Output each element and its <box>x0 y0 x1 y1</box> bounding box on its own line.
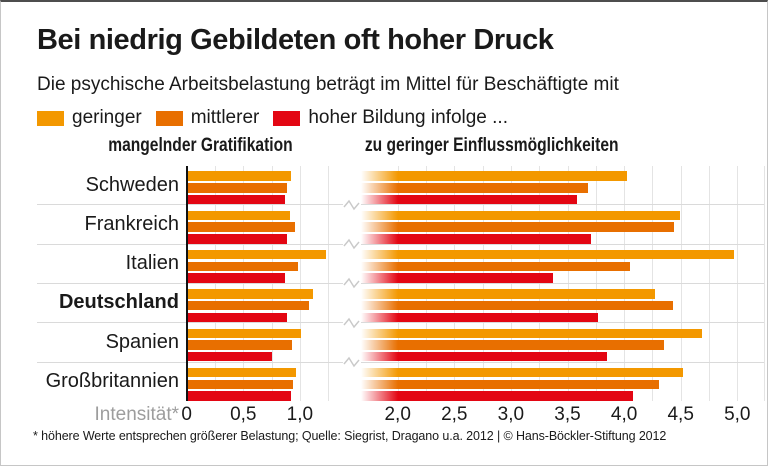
axis-label: Intensität* <box>94 403 180 425</box>
bar-hoher <box>353 273 553 283</box>
panel-header-text: mangelnder Gratifikation <box>107 135 293 156</box>
bar-geringer <box>187 171 291 181</box>
bar-hoher <box>353 351 608 362</box>
bar-hoher <box>353 234 592 244</box>
x-tick-label: 4,5 <box>667 403 694 425</box>
bar-hoher <box>187 351 272 362</box>
bar-mittlerer <box>353 261 630 272</box>
x-tick-label: 2,5 <box>441 403 468 425</box>
bar-hoher <box>353 391 634 401</box>
country-label: Großbritannien <box>45 370 179 392</box>
bar-mittlerer <box>187 222 296 232</box>
x-tick-label: 1,0 <box>286 403 314 425</box>
bar-hoher <box>353 312 599 323</box>
bar-geringer <box>353 171 628 181</box>
country-label: Spanien <box>105 330 179 353</box>
bar-geringer <box>187 367 297 378</box>
panel-header-text: zu geringer Einflussmöglichkeiten <box>364 135 619 156</box>
bar-mittlerer <box>187 183 288 193</box>
bar-geringer <box>353 249 734 260</box>
bar-mittlerer <box>353 340 664 350</box>
row-separator <box>37 243 764 245</box>
legend-item-geringer: geringer <box>37 107 142 129</box>
legend: geringer mittlerer hoher Bildung infolge… <box>37 107 508 129</box>
bar-hoher <box>187 194 286 205</box>
bar-mittlerer <box>353 300 673 311</box>
bar-geringer <box>353 367 683 378</box>
bar-mittlerer <box>353 183 588 193</box>
legend-item-mittlerer: mittlerer <box>155 107 260 129</box>
page-title: Bei niedrig Gebildeten oft hoher Druck <box>37 24 554 56</box>
x-tick-label: 5,0 <box>724 403 751 425</box>
row-separator <box>37 322 764 324</box>
country-label: Frankreich <box>84 212 179 235</box>
x-tick-label: 0,5 <box>230 403 257 425</box>
x-tick-label: 2,0 <box>384 403 411 425</box>
row-separator <box>37 282 764 284</box>
chart-subtitle: Die psychische Arbeitsbelastung beträgt … <box>37 74 619 95</box>
footer-note: * höhere Werte entsprechen größerer Bela… <box>33 429 667 443</box>
x-tick-label: 3,0 <box>497 403 525 425</box>
row-separator <box>37 361 764 363</box>
bar-geringer <box>353 289 655 299</box>
bar-hoher <box>187 391 291 401</box>
country-label: Schweden <box>85 173 179 196</box>
bar-mittlerer <box>187 300 309 311</box>
bar-hoher <box>187 273 286 283</box>
bar-mittlerer <box>187 261 298 272</box>
legend-label: hoher Bildung infolge ... <box>308 107 508 128</box>
bar-hoher <box>353 194 577 205</box>
bar-geringer <box>353 210 680 221</box>
legend-label: geringer <box>72 107 142 128</box>
y-axis-line <box>185 165 188 402</box>
bar-geringer <box>187 210 290 221</box>
bar-mittlerer <box>187 340 292 350</box>
bar-hoher <box>187 312 288 323</box>
panel-header-gratifikation: mangelnder Gratifikation <box>37 135 363 157</box>
bar-geringer <box>187 289 314 299</box>
country-label: Italien <box>125 252 179 275</box>
panel-header-einfluss: zu geringer Einflussmöglichkeiten <box>337 135 619 157</box>
bar-geringer <box>187 249 326 260</box>
bar-mittlerer <box>187 379 294 390</box>
row-separator <box>37 204 764 206</box>
x-tick-label: 0 <box>181 403 192 425</box>
legend-swatch-mittlerer-icon <box>155 110 183 126</box>
x-tick-label: 4,0 <box>610 403 638 425</box>
x-tick-label: 3,5 <box>554 403 581 425</box>
legend-swatch-geringer-icon <box>37 110 64 126</box>
bar-mittlerer <box>353 222 674 232</box>
plot-right-edge <box>763 165 765 402</box>
bar-mittlerer <box>353 379 660 390</box>
legend-label: mittlerer <box>190 107 260 128</box>
legend-item-hoher: hoher Bildung infolge ... <box>273 107 508 129</box>
country-label: Deutschland <box>58 291 179 314</box>
bar-hoher <box>187 234 288 244</box>
bar-geringer <box>353 328 703 339</box>
bar-geringer <box>187 328 302 339</box>
legend-swatch-hoher-icon <box>273 110 301 126</box>
